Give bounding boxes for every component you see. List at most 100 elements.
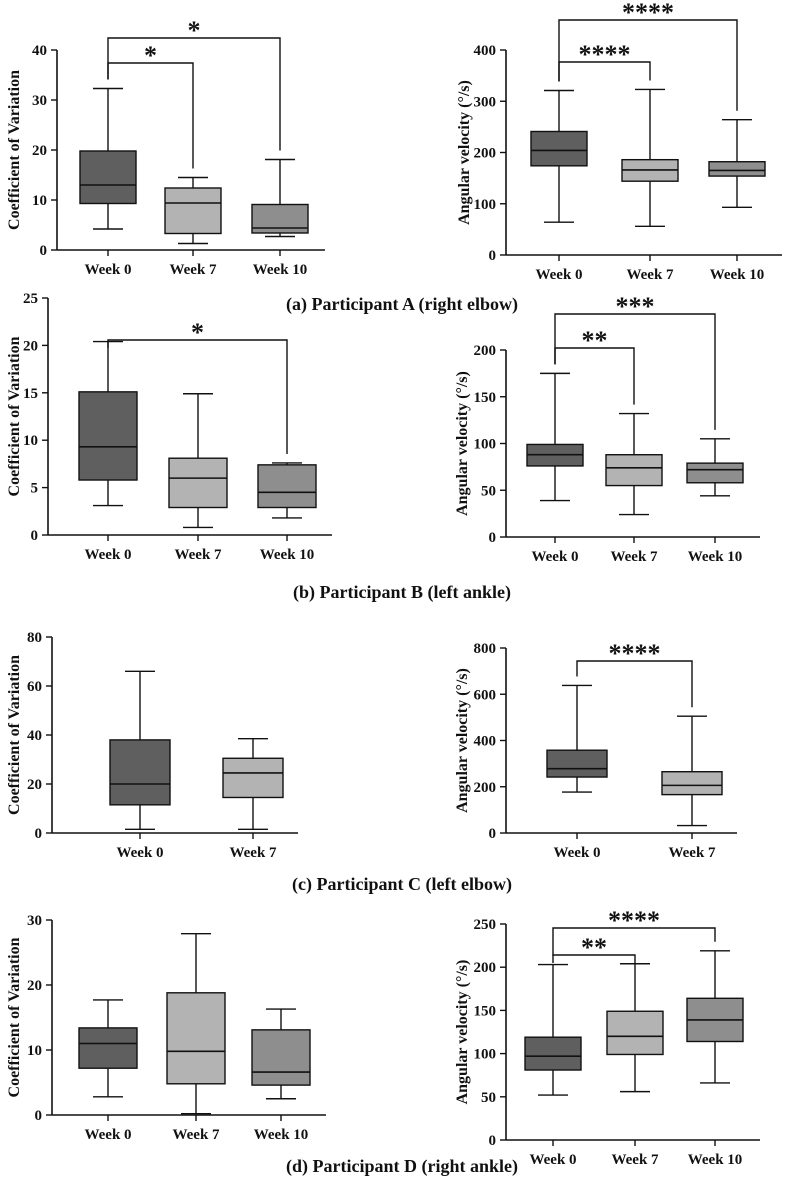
x-tick-label: Week 7 (626, 267, 674, 283)
y-tick-label: 0 (40, 243, 48, 259)
iqr-box (661, 771, 723, 796)
significance-bracket: * (107, 41, 194, 169)
significance-bracket: *** (554, 292, 716, 430)
bracket-line (552, 954, 636, 963)
y-tick-label: 400 (474, 734, 497, 750)
iqr-box (251, 1029, 311, 1086)
box-week-7 (605, 412, 663, 516)
x-tick-label: Week 7 (174, 547, 222, 563)
y-tick-label: 0 (35, 826, 43, 842)
box-week-7 (166, 932, 226, 1115)
box-week-0 (79, 87, 137, 230)
iqr-box (168, 457, 228, 509)
y-tick-label: 150 (474, 390, 497, 406)
box-week-7 (621, 88, 679, 228)
y-axis-label: Coefficient of Variation (6, 655, 23, 815)
panel-caption: (d) Participant D (right ankle) (286, 1156, 518, 1177)
panel-3: 0 5 10 15 20 25 Coefficient of Variation Week 0… (6, 291, 332, 563)
iqr-box (79, 150, 137, 205)
y-tick-label: 0 (489, 826, 497, 842)
x-tick-label: Week 10 (253, 262, 308, 278)
y-tick-label: 250 (474, 917, 497, 933)
panel-1: 0 10 20 30 40 Coefficient of Variation Week 0 W… (6, 16, 325, 278)
panel-8: 0 50 100 150 200 250 Angular velocity (°/s) Wee… (454, 906, 760, 1168)
x-tick-label: Week 0 (535, 267, 582, 283)
y-tick-label: 20 (27, 978, 42, 994)
y-tick-label: 25 (23, 291, 38, 307)
y-tick-label: 80 (27, 630, 42, 646)
box-week-10 (686, 950, 744, 1084)
box-week-0 (530, 89, 588, 223)
y-tick-label: 20 (27, 777, 42, 793)
box-week-0 (546, 684, 608, 793)
x-tick-label: Week 0 (531, 549, 578, 565)
y-tick-label: 100 (474, 1047, 497, 1063)
y-axis-label: Coefficient of Variation (6, 336, 23, 496)
y-tick-label: 30 (27, 913, 42, 929)
significance-bracket: ** (554, 326, 635, 405)
iqr-box (524, 1036, 582, 1071)
box-week-7 (606, 963, 664, 1093)
box-week-0 (526, 372, 584, 502)
iqr-box (686, 462, 744, 484)
y-axis-label: Angular velocity (°/s) (456, 80, 473, 225)
iqr-box (708, 161, 766, 177)
iqr-box (257, 464, 317, 509)
significance-bracket: **** (558, 0, 738, 111)
x-tick-label: Week 10 (688, 1152, 743, 1168)
bracket-line (552, 927, 716, 956)
y-tick-label: 200 (474, 343, 497, 359)
iqr-box (109, 739, 171, 806)
significance-label: * (144, 41, 157, 70)
x-tick-label: Week 0 (84, 262, 131, 278)
y-tick-label: 200 (474, 780, 497, 796)
x-tick-label: Week 10 (710, 267, 765, 283)
box-week-0 (109, 670, 171, 831)
y-tick-label: 10 (23, 433, 38, 449)
box-week-7 (661, 715, 723, 827)
box-week-10 (257, 462, 317, 519)
y-tick-label: 0 (31, 528, 39, 544)
significance-label: **** (579, 40, 631, 69)
y-axis-label: Angular velocity (°/s) (454, 668, 471, 813)
box-week-10 (251, 158, 309, 238)
x-tick-label: Week 7 (611, 1152, 659, 1168)
y-tick-label: 50 (481, 483, 496, 499)
box-week-7 (164, 176, 222, 245)
significance-bracket: **** (552, 906, 716, 956)
y-tick-label: 40 (32, 43, 47, 59)
bracket-line (107, 339, 288, 454)
y-tick-label: 40 (27, 728, 42, 744)
y-tick-label: 600 (474, 687, 497, 703)
box-week-10 (251, 1008, 311, 1100)
significance-bracket: **** (576, 639, 693, 708)
y-tick-label: 0 (489, 248, 497, 264)
y-tick-label: 50 (481, 1090, 496, 1106)
y-axis-label: Coefficient of Variation (6, 937, 23, 1097)
y-tick-label: 15 (23, 386, 38, 402)
panel-caption: (c) Participant C (left elbow) (292, 874, 512, 895)
significance-label: * (188, 16, 201, 45)
iqr-box (78, 1027, 138, 1069)
iqr-box (222, 757, 284, 799)
y-tick-label: 100 (474, 437, 497, 453)
box-week-10 (708, 118, 766, 209)
x-tick-label: Week 10 (688, 549, 743, 565)
x-tick-label: Week 7 (610, 549, 658, 565)
y-tick-label: 0 (35, 1108, 43, 1124)
panel-2: 0 100 200 300 400 Angular velocity (°/s) Week … (456, 0, 782, 283)
x-tick-label: Week 7 (169, 262, 217, 278)
bracket-line (554, 313, 716, 430)
y-tick-label: 10 (32, 193, 47, 209)
y-tick-label: 200 (474, 146, 497, 162)
y-axis-label: Coefficient of Variation (6, 70, 23, 230)
iqr-box (78, 391, 138, 481)
box-week-7 (222, 737, 284, 831)
y-tick-label: 800 (474, 641, 497, 657)
bracket-line (107, 37, 281, 151)
y-axis-label: Angular velocity (°/s) (454, 371, 471, 516)
